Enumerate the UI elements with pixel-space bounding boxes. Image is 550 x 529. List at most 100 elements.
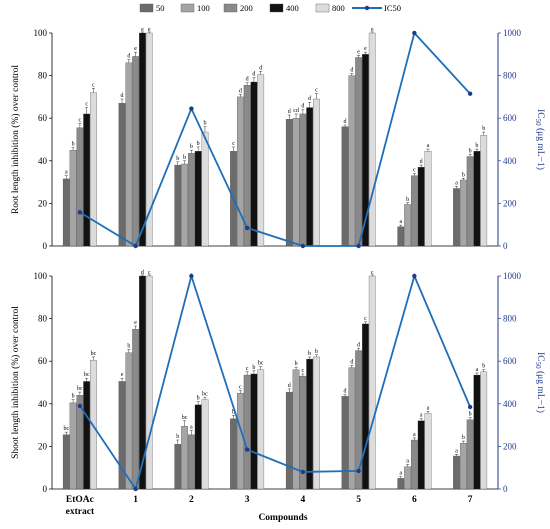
significance-label: e [148,27,151,33]
bar-shoot-200-1 [132,329,139,490]
bar-root-100-5 [348,75,356,247]
bar-root-200-7 [466,156,474,247]
significance-label: c [148,270,151,276]
y2-tick-label: 0 [503,241,508,251]
bar-shoot-800-5 [368,275,376,490]
significance-label: a [190,424,193,430]
ic50-point [133,243,138,249]
significance-label: d [308,96,311,102]
significance-label: bc [84,372,90,378]
y-tick-label: 0 [43,484,48,494]
bar-root-50-6 [397,226,405,247]
significance-label: a [420,413,423,419]
legend-label-200: 200 [240,3,253,13]
significance-label: cd [293,108,299,114]
significance-label: d [420,159,423,165]
bar-root-400-2 [194,151,202,247]
significance-label: c [232,141,235,147]
significance-label: b [203,121,206,127]
significance-label: d [121,93,124,99]
significance-label: b [190,144,193,150]
significance-label: bc [258,361,264,367]
significance-label: b [462,172,465,178]
legend-label-50: 50 [156,3,165,13]
y-tick-label: 0 [43,241,48,251]
y-tick-label: 40 [38,399,48,409]
legend-swatch-400 [269,3,284,13]
significance-label: e [121,372,124,378]
y-tick-label: 100 [34,28,48,38]
ic50-point [189,273,194,279]
bar-shoot-200-7 [466,419,474,490]
bar-shoot-800-3 [257,369,265,490]
bar-root-400-0 [83,113,91,247]
y2-tick-label: 1000 [503,271,522,281]
ic50-point [300,243,306,249]
ic50-point [356,243,361,249]
legend-swatch-50 [139,3,154,13]
significance-label: a [399,471,402,477]
significance-label: d [141,270,144,276]
bar-root-200-0 [76,127,84,247]
bar-root-200-1 [132,56,139,247]
y2-tick-label: 200 [503,198,517,208]
y-tick-label: 20 [38,198,48,208]
significance-label: b [469,412,472,418]
significance-label: d [288,383,291,389]
legend-swatch-800 [315,3,330,13]
significance-label: a [427,405,430,411]
significance-label: b [183,155,186,161]
bar-shoot-400-6 [417,420,425,490]
y2-tick-label: 800 [503,314,517,324]
significance-label: e [357,49,360,55]
significance-label: d [357,342,360,348]
legend: 50 100 200 400 800 IC50 [139,3,401,13]
bar-shoot-50-5 [341,396,349,490]
bar-shoot-200-6 [411,439,418,490]
y2-tick-label: 0 [503,484,508,494]
ic50-point [300,469,306,475]
bar-root-100-1 [125,62,133,247]
ic50-point [467,404,473,410]
significance-label: a [476,367,479,373]
y2-tick-label: 1000 [503,28,522,38]
significance-label: b [232,410,235,416]
significance-label: e [371,27,374,33]
bar-root-100-0 [69,149,77,247]
bar-shoot-100-1 [125,352,133,490]
bar-root-400-1 [139,32,146,247]
bar-root-50-7 [453,188,460,247]
bar-root-100-7 [459,179,467,247]
significance-label: b [127,343,130,349]
bar-root-800-4 [313,98,320,247]
significance-label: c [413,168,416,174]
ic50-point [189,106,194,111]
significance-label: d [288,109,291,115]
significance-label: bc [77,386,83,392]
bar-root-400-4 [306,107,314,247]
significance-label: c [315,88,318,94]
significance-label: e [141,27,144,33]
significance-label: c [364,316,367,322]
significance-label: c [302,368,305,374]
y2-tick-label: 200 [503,441,517,451]
significance-label: b [482,126,485,132]
bar-shoot-50-7 [453,455,460,490]
significance-label: e [134,46,137,52]
x-category-label: 2 [189,495,194,505]
ic50-point [77,403,83,409]
bar-root-50-2 [174,164,182,247]
bar-shoot-100-2 [181,426,188,490]
y-tick-label: 100 [34,271,48,281]
significance-label: b [482,364,485,370]
x-category-label: 4 [301,495,306,505]
bar-root-800-5 [368,32,376,247]
bar-root-50-5 [341,126,349,247]
significance-label: e [364,46,367,52]
bar-shoot-50-2 [174,444,182,490]
significance-label: b [197,141,200,147]
significance-label: b [295,361,298,367]
y2-tick-label: 600 [503,113,517,123]
bar-shoot-50-6 [397,478,405,490]
